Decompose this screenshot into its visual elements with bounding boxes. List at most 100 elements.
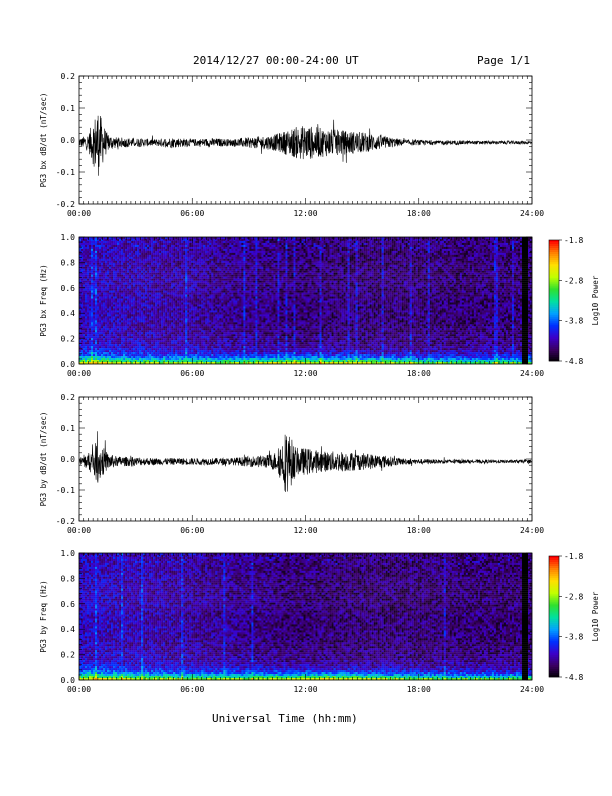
heat-cell: [81, 334, 83, 336]
heat-cell: [225, 295, 227, 297]
heat-cell: [151, 253, 153, 255]
heat-cell: [183, 269, 185, 271]
heat-cell: [147, 265, 149, 267]
heat-cell: [137, 308, 139, 310]
heat-cell: [137, 245, 139, 247]
heat-cell: [113, 265, 115, 267]
heat-cell: [85, 350, 87, 352]
heat-cell: [219, 287, 221, 289]
heat-cell: [91, 283, 93, 285]
heat-cell: [171, 271, 173, 273]
heat-cell: [83, 301, 85, 303]
heat-cell: [209, 326, 211, 328]
heat-cell: [213, 310, 215, 312]
heat-cell: [191, 245, 193, 247]
heat-cell: [207, 297, 209, 299]
heat-cell: [159, 257, 161, 259]
heat-cell: [189, 312, 191, 314]
heat-cell: [173, 279, 175, 281]
heat-cell: [157, 287, 159, 289]
heat-cell: [85, 283, 87, 285]
heat-cell: [113, 310, 115, 312]
heat-cell: [87, 269, 89, 271]
heat-cell: [145, 255, 147, 257]
heat-cell: [99, 247, 101, 249]
heat-cell: [89, 312, 91, 314]
heat-cell: [103, 281, 105, 283]
heat-cell: [189, 257, 191, 259]
heat-cell: [223, 245, 225, 247]
heat-cell: [207, 245, 209, 247]
heat-cell: [161, 316, 163, 318]
heat-cell: [93, 249, 95, 251]
heat-cell: [89, 251, 91, 253]
heat-cell: [137, 342, 139, 344]
heat-cell: [121, 312, 123, 314]
heat-cell: [177, 291, 179, 293]
heat-cell: [209, 241, 211, 243]
heat-cell: [197, 277, 199, 279]
heat-cell: [181, 320, 183, 322]
heat-cell: [215, 352, 217, 354]
heat-cell: [195, 245, 197, 247]
heat-cell: [189, 334, 191, 336]
heat-cell: [223, 301, 225, 303]
heat-cell: [187, 340, 189, 342]
heat-cell: [147, 255, 149, 257]
heat-cell: [213, 330, 215, 332]
heat-cell: [109, 245, 111, 247]
heat-cell: [223, 336, 225, 338]
heat-cell: [149, 299, 151, 301]
heat-cell: [147, 346, 149, 348]
heat-cell: [135, 253, 137, 255]
heat-cell: [139, 322, 141, 324]
heat-cell: [193, 263, 195, 265]
heat-cell: [115, 346, 117, 348]
heat-cell: [159, 314, 161, 316]
heat-cell: [89, 350, 91, 352]
heat-cell: [157, 338, 159, 340]
heat-cell: [139, 356, 141, 358]
heat-cell: [221, 299, 223, 301]
heat-cell: [127, 287, 129, 289]
heat-cell: [201, 253, 203, 255]
heat-cell: [167, 287, 169, 289]
heat-cell: [225, 354, 227, 356]
heat-cell: [221, 344, 223, 346]
heat-cell: [163, 308, 165, 310]
heat-cell: [105, 273, 107, 275]
heat-cell: [137, 291, 139, 293]
heat-cell: [155, 247, 157, 249]
heat-cell: [97, 336, 99, 338]
heat-cell: [205, 314, 207, 316]
heat-cell: [223, 243, 225, 245]
heat-cell: [199, 251, 201, 253]
heat-cell: [155, 342, 157, 344]
heat-cell: [113, 295, 115, 297]
heat-cell: [91, 332, 93, 334]
heat-cell: [177, 356, 179, 358]
heat-cell: [197, 360, 199, 362]
heat-cell: [91, 324, 93, 326]
heat-cell: [91, 259, 93, 261]
heat-cell: [89, 291, 91, 293]
heat-cell: [185, 301, 187, 303]
heat-cell: [217, 328, 219, 330]
heat-cell: [165, 360, 167, 362]
heat-cell: [145, 297, 147, 299]
heat-cell: [151, 257, 153, 259]
heat-cell: [219, 354, 221, 356]
heat-cell: [183, 293, 185, 295]
heat-cell: [87, 330, 89, 332]
heat-cell: [125, 255, 127, 257]
heat-cell: [127, 334, 129, 336]
heat-cell: [165, 320, 167, 322]
heat-cell: [215, 277, 217, 279]
heat-cell: [157, 271, 159, 273]
heat-cell: [219, 330, 221, 332]
heat-cell: [205, 308, 207, 310]
heat-cell: [117, 304, 119, 306]
heat-cell: [135, 247, 137, 249]
heat-cell: [89, 342, 91, 344]
heat-cell: [147, 316, 149, 318]
